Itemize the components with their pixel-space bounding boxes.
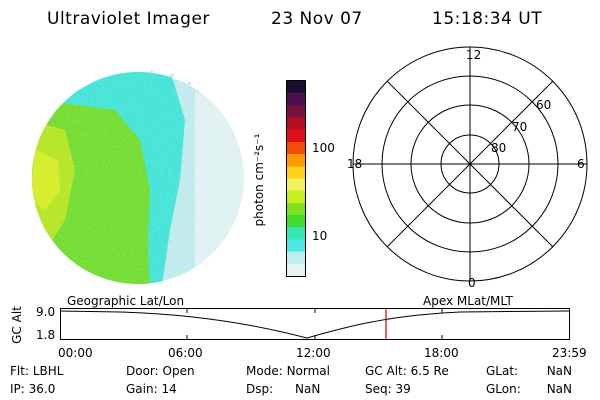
colorbar bbox=[286, 80, 306, 277]
colorbar-unit-label: photon cm⁻²s⁻¹ bbox=[252, 133, 266, 227]
lat-label-60: 60 bbox=[536, 98, 552, 112]
mlt-label-0: 0 bbox=[468, 276, 476, 290]
status-seq: Seq: 39 bbox=[365, 382, 411, 396]
timeline-frame bbox=[60, 308, 570, 340]
status-door: Door: Open bbox=[126, 364, 195, 378]
lat-label-80: 80 bbox=[491, 141, 507, 155]
x-tick-2359: 23:59 bbox=[552, 346, 587, 360]
x-tick-1800: 18:00 bbox=[424, 346, 459, 360]
status-ip: IP: 36.0 bbox=[10, 382, 56, 396]
orbit-altitude-curve bbox=[60, 310, 570, 339]
apex-label: Apex MLat/MLT bbox=[423, 294, 513, 308]
status-mode: Mode: Normal bbox=[246, 364, 330, 378]
colorbar-tick-100: 100 bbox=[312, 141, 335, 155]
status-dsp: Dsp: NaN bbox=[246, 382, 321, 396]
lat-label-70: 70 bbox=[512, 120, 528, 134]
status-gc-alt: GC Alt: 6.5 Re bbox=[365, 364, 449, 378]
auroral-image bbox=[32, 70, 244, 284]
colorbar-tick-10: 10 bbox=[312, 229, 328, 243]
polar-line-diag2 bbox=[386, 80, 554, 248]
y-tick-low: 1.8 bbox=[36, 328, 56, 342]
status-glon: GLon: NaN bbox=[486, 382, 572, 396]
status-glat: GLat: NaN bbox=[486, 364, 572, 378]
geographic-label: Geographic Lat/Lon bbox=[67, 294, 185, 308]
date-label: 23 Nov 07 bbox=[271, 9, 363, 29]
x-tick-0000: 00:00 bbox=[58, 346, 93, 360]
y-tick-high: 9.0 bbox=[36, 305, 56, 319]
status-flt: Flt: LBHL bbox=[10, 364, 64, 378]
time-label: 15:18:34 UT bbox=[432, 9, 543, 29]
x-tick-0600: 06:00 bbox=[168, 346, 203, 360]
status-gain: Gain: 14 bbox=[126, 382, 177, 396]
orbit-timeline bbox=[60, 308, 570, 340]
mlt-label-12: 12 bbox=[466, 48, 482, 62]
polar-grid bbox=[352, 46, 588, 282]
mlt-label-18: 18 bbox=[347, 157, 363, 171]
x-tick-1200: 12:00 bbox=[296, 346, 331, 360]
instrument-title: Ultraviolet Imager bbox=[47, 9, 210, 29]
mlt-label-6: 6 bbox=[577, 157, 585, 171]
gc-alt-axis-label: GC Alt bbox=[10, 306, 24, 344]
